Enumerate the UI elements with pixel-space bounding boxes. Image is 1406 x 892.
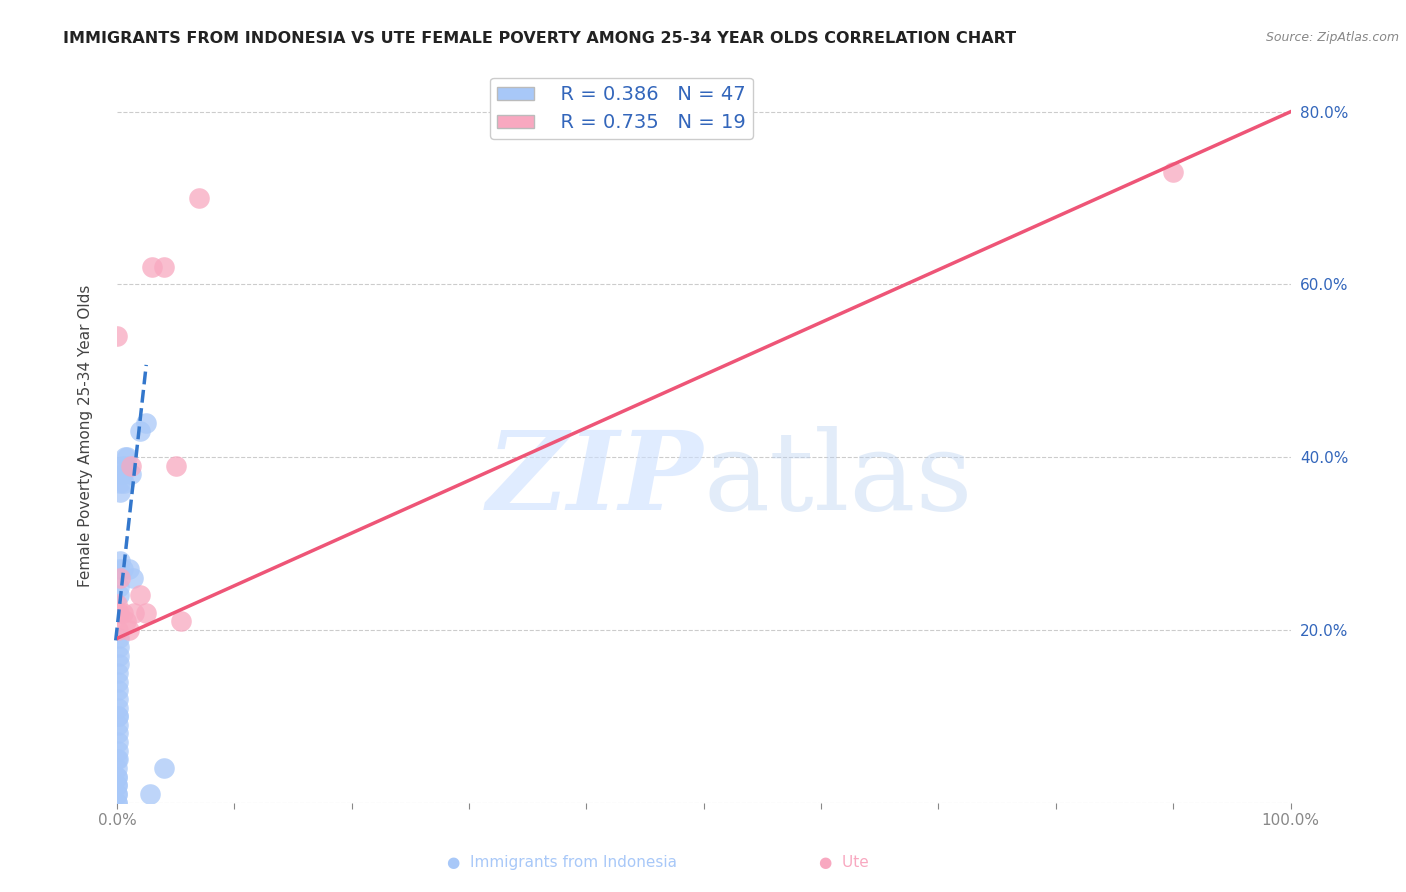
Point xyxy=(114,450,136,464)
Point xyxy=(115,458,138,473)
Point xyxy=(135,606,157,620)
Point xyxy=(139,787,162,801)
Point xyxy=(111,606,134,620)
Point xyxy=(107,752,129,766)
Text: ●  Immigrants from Indonesia: ● Immigrants from Indonesia xyxy=(447,855,678,870)
Point xyxy=(107,597,129,611)
Point xyxy=(108,588,131,602)
Point xyxy=(129,424,152,438)
Point xyxy=(107,700,129,714)
Point xyxy=(105,606,128,620)
Point xyxy=(129,588,152,602)
Point xyxy=(105,796,128,810)
Point xyxy=(105,778,128,792)
Point xyxy=(107,709,129,723)
Point xyxy=(153,761,176,775)
Point xyxy=(165,458,187,473)
Point xyxy=(1161,165,1184,179)
Point xyxy=(110,484,132,499)
Point xyxy=(107,709,129,723)
Point xyxy=(108,640,131,654)
Point xyxy=(107,770,129,784)
Point xyxy=(108,606,131,620)
Point xyxy=(141,260,163,274)
Text: Source: ZipAtlas.com: Source: ZipAtlas.com xyxy=(1265,31,1399,45)
Point xyxy=(135,416,157,430)
Point xyxy=(120,467,142,482)
Point xyxy=(105,787,128,801)
Point xyxy=(107,623,129,637)
Point xyxy=(105,787,128,801)
Point xyxy=(117,450,139,464)
Point xyxy=(115,614,138,628)
Point xyxy=(105,770,128,784)
Point xyxy=(110,458,132,473)
Text: ●  Ute: ● Ute xyxy=(818,855,869,870)
Point xyxy=(112,475,135,490)
Point xyxy=(107,648,129,663)
Point xyxy=(108,554,131,568)
Point xyxy=(117,623,139,637)
Point xyxy=(107,674,129,689)
Legend:   R = 0.386   N = 47,   R = 0.735   N = 19: R = 0.386 N = 47, R = 0.735 N = 19 xyxy=(491,78,754,139)
Text: IMMIGRANTS FROM INDONESIA VS UTE FEMALE POVERTY AMONG 25-34 YEAR OLDS CORRELATIO: IMMIGRANTS FROM INDONESIA VS UTE FEMALE … xyxy=(63,31,1017,46)
Point xyxy=(107,692,129,706)
Point xyxy=(108,562,131,576)
Point xyxy=(110,475,132,490)
Point xyxy=(153,260,176,274)
Point xyxy=(107,735,129,749)
Point xyxy=(107,665,129,680)
Text: atlas: atlas xyxy=(704,426,973,533)
Point xyxy=(111,467,134,482)
Point xyxy=(105,329,128,343)
Point xyxy=(108,580,131,594)
Point xyxy=(108,632,131,646)
Point xyxy=(105,796,128,810)
Point xyxy=(188,191,211,205)
Text: ZIP: ZIP xyxy=(486,425,704,533)
Point xyxy=(107,761,129,775)
Point xyxy=(122,571,145,585)
Point xyxy=(120,458,142,473)
Y-axis label: Female Poverty Among 25-34 Year Olds: Female Poverty Among 25-34 Year Olds xyxy=(79,285,93,587)
Point xyxy=(107,726,129,740)
Point xyxy=(124,606,146,620)
Point xyxy=(117,562,139,576)
Point xyxy=(105,778,128,792)
Point xyxy=(111,562,134,576)
Point xyxy=(107,718,129,732)
Point xyxy=(107,657,129,672)
Point xyxy=(107,744,129,758)
Point xyxy=(107,752,129,766)
Point xyxy=(170,614,193,628)
Point xyxy=(110,571,132,585)
Point xyxy=(110,467,132,482)
Point xyxy=(107,683,129,698)
